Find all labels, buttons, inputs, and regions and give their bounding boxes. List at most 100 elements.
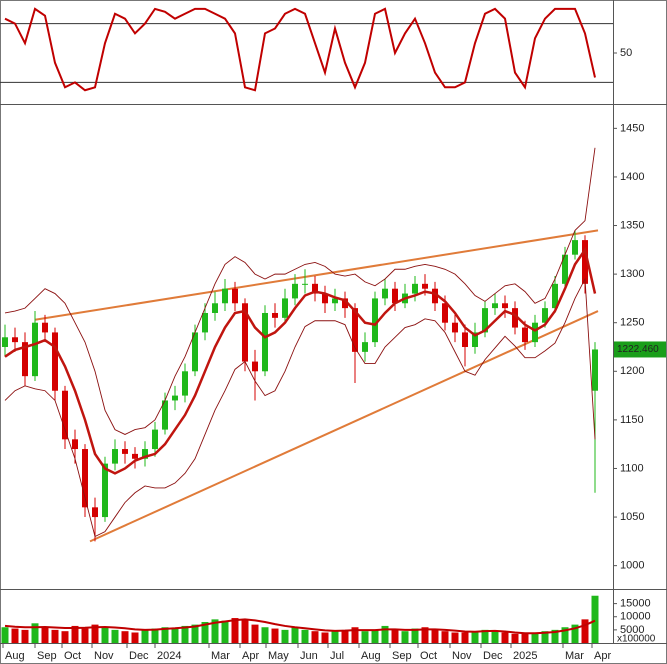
y-tick-label: 1350 (620, 219, 644, 231)
candle-body (322, 293, 328, 304)
volume-bar (501, 632, 509, 643)
candle-body (52, 332, 58, 391)
candle-body (412, 283, 418, 294)
candle-body (522, 327, 528, 343)
volume-bar (51, 629, 59, 643)
volume-bar (491, 631, 499, 643)
y-tick-label: 1050 (620, 511, 644, 523)
volume-bar (291, 627, 299, 643)
x-tick-label: Mar (211, 650, 230, 662)
candle-body (162, 400, 168, 430)
candle-body (562, 254, 568, 284)
volume-bar (311, 631, 319, 643)
candle-body (92, 507, 98, 518)
x-tick-label: May (268, 650, 289, 662)
overlay-line (4, 147, 596, 435)
volume-bar (401, 631, 409, 643)
candle-body (172, 395, 178, 401)
candle-body (112, 449, 118, 464)
x-tick-label: Jul (330, 650, 344, 662)
candle-body (592, 349, 598, 391)
candle-body (472, 332, 478, 347)
volume-bar (121, 631, 129, 643)
candle-body (312, 283, 318, 294)
volume-average (4, 618, 596, 635)
volume-bar (141, 629, 149, 643)
x-tick-label: Dec (129, 650, 149, 662)
volume-bar (331, 631, 339, 643)
volume-bar (321, 632, 329, 643)
x-tick-label: Sep (392, 650, 412, 662)
volume-bar (461, 632, 469, 643)
volume-bar (101, 627, 109, 643)
candle-body (132, 453, 138, 459)
candle-body (332, 298, 338, 304)
y-tick-label: 1400 (620, 171, 644, 183)
volume-bar (341, 629, 349, 643)
volume-bar (421, 627, 429, 643)
volume-bar (591, 595, 599, 643)
overlay-line (4, 277, 596, 538)
candle-body (362, 342, 368, 352)
volume-bar (541, 631, 549, 643)
x-tick-label: Apr (594, 650, 611, 662)
candle-body (102, 463, 108, 518)
volume-bar (471, 631, 479, 643)
candle-body (342, 298, 348, 309)
volume-bar (571, 624, 579, 643)
volume-bar (281, 629, 289, 643)
candle-body (2, 337, 8, 347)
x-tick-label: Aug (5, 650, 25, 662)
candle-body (262, 312, 268, 372)
volume-bar (31, 623, 39, 643)
volume-bar (241, 619, 249, 643)
volume-bar (251, 624, 259, 643)
y-tick-label: 10000 (620, 611, 651, 623)
candle-body (442, 303, 448, 323)
y-tick-label: 5000 (620, 624, 644, 636)
candle-body (282, 298, 288, 318)
volume-bar (481, 629, 489, 643)
volume-bar (391, 629, 399, 643)
volume-bar (381, 625, 389, 643)
volume-bar (431, 629, 439, 643)
candle-body (462, 332, 468, 347)
x-tick-label: Aug (361, 650, 381, 662)
candle-body (122, 449, 128, 454)
x-tick-label: 2025 (513, 650, 537, 662)
y-tick-label: 1200 (620, 365, 644, 377)
volume-unit: x100000 (617, 634, 656, 645)
volume-bar (511, 633, 519, 643)
volume-bar (171, 628, 179, 643)
candle-body (202, 312, 208, 333)
candle-body (432, 288, 438, 304)
candle-body (302, 283, 308, 285)
volume-bar (1, 627, 9, 643)
candle-body (382, 288, 388, 299)
volume-bar (521, 633, 529, 643)
candle-body (532, 322, 538, 343)
overlay-line (4, 246, 597, 475)
y-tick-label: 1300 (620, 268, 644, 280)
candle-body (372, 298, 378, 343)
candle-body (222, 288, 228, 304)
volume-bar (231, 618, 239, 643)
candle-body (192, 332, 198, 372)
y-tick-label: 1150 (620, 414, 644, 426)
volume-bar (441, 631, 449, 643)
volume-bar (181, 625, 189, 643)
volume-bar (211, 619, 219, 643)
trendline (89, 310, 599, 543)
candle-body (422, 283, 428, 289)
candle-body (452, 322, 458, 333)
volume-bar (81, 628, 89, 643)
candle-body (582, 240, 588, 284)
y-tick-label: 1250 (620, 317, 644, 329)
x-tick-label: Jun (300, 650, 318, 662)
volume-bar (561, 627, 569, 643)
x-tick-label: Oct (64, 650, 81, 662)
candle-body (232, 288, 238, 304)
volume-bar (131, 632, 139, 643)
